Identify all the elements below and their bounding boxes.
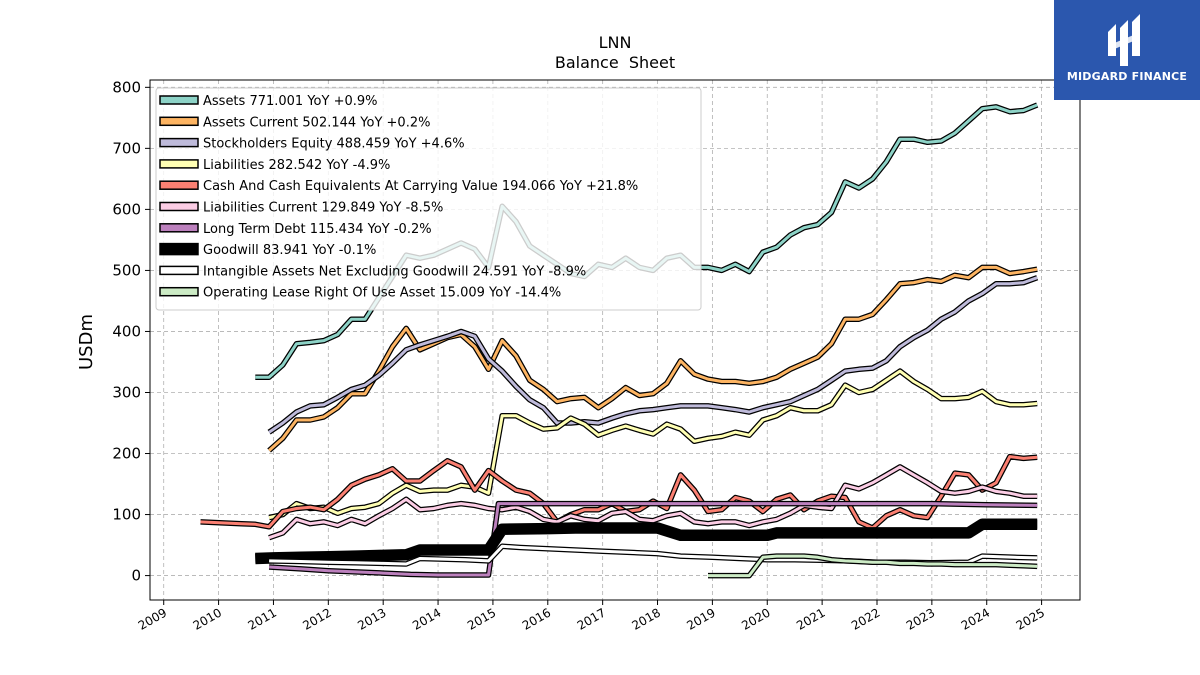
legend-swatch: [159, 180, 199, 190]
y-tick-label: 0: [131, 567, 141, 585]
legend-entry: Long Term Debt 115.434 YoY -0.2%: [203, 222, 432, 237]
legend-swatch: [159, 137, 199, 148]
legend-swatch: [159, 95, 199, 105]
x-tick-label: 2017: [575, 605, 608, 632]
y-tick-label: 700: [112, 139, 141, 157]
series-2: [267, 275, 1039, 435]
legend-entry: Cash And Cash Equivalents At Carrying Va…: [203, 179, 638, 194]
legend-entry: Assets 771.001 YoY +0.9%: [203, 94, 378, 109]
series-line: [268, 276, 1038, 434]
legend-swatch: [159, 242, 199, 256]
series-9: [708, 553, 1038, 579]
x-tick-label: 2012: [300, 605, 333, 632]
x-tick-label: 2011: [245, 605, 278, 632]
x-tick-label: 2024: [959, 605, 992, 632]
legend-swatch: [159, 223, 199, 233]
x-tick-label: 2025: [1014, 605, 1047, 632]
legend-entry: Intangible Assets Net Excluding Goodwill…: [203, 264, 586, 279]
series-5: [268, 464, 1038, 541]
series-1: [267, 264, 1038, 453]
series-6: [268, 500, 1038, 578]
y-axis-label: USDm: [76, 314, 97, 370]
brand-mark-icon: [1108, 14, 1140, 66]
legend-entry: Liabilities Current 129.849 YoY -8.5%: [203, 201, 443, 216]
series-3: [268, 368, 1038, 521]
chart-subtitle: Balance Sheet: [555, 53, 675, 72]
x-tick-label: 2013: [355, 605, 388, 632]
legend-swatch: [159, 201, 199, 212]
y-tick-label: 600: [112, 200, 141, 218]
x-tick-label: 2010: [191, 605, 224, 632]
y-tick-label: 200: [112, 445, 141, 463]
legend-swatch: [159, 286, 199, 297]
series-line: [268, 265, 1038, 452]
legend-swatch: [159, 159, 199, 169]
series-line: [708, 554, 1038, 578]
y-tick-label: 100: [112, 506, 141, 524]
chart-title: LNN: [599, 33, 632, 52]
brand-logo: MIDGARD FINANCE: [1054, 0, 1200, 100]
legend-entry: Operating Lease Right Of Use Asset 15.00…: [203, 286, 561, 301]
y-tick-label: 300: [112, 383, 141, 401]
series-4: [200, 453, 1038, 531]
legend-entry: Assets Current 502.144 YoY +0.2%: [203, 115, 430, 130]
x-tick-label: 2023: [904, 605, 937, 632]
plot-frame: [149, 79, 1081, 601]
x-tick-label: 2018: [630, 605, 663, 632]
x-tick-label: 2019: [684, 605, 717, 632]
legend: Assets 771.001 YoY +0.9% Assets Current 5…: [155, 87, 702, 311]
series-line: [200, 455, 1038, 530]
x-tick-label: 2016: [520, 605, 553, 632]
series-outline: [200, 453, 1038, 531]
series-line: [268, 369, 1038, 520]
y-tick-label: 500: [112, 261, 141, 279]
series-line: [255, 519, 1038, 563]
x-tick-label: 2020: [739, 605, 772, 632]
series-line: [268, 465, 1038, 540]
legend-swatch: [159, 265, 199, 276]
legend-entry: Stockholders Equity 488.459 YoY +4.6%: [203, 137, 465, 152]
brand-name: MIDGARD FINANCE: [1066, 70, 1188, 83]
x-tick-label: 2014: [410, 605, 443, 632]
x-tick-label: 2022: [849, 605, 882, 632]
legend-box: [155, 87, 702, 311]
x-tick-label: 2021: [794, 605, 827, 632]
legend-entry: Goodwill 83.941 YoY -0.1%: [203, 243, 376, 258]
x-tick-label: 2015: [465, 605, 498, 632]
y-tick-label: 400: [112, 322, 141, 340]
y-tick-label: 800: [112, 78, 141, 96]
x-tick-label: 2009: [136, 605, 169, 632]
series-line: [269, 502, 1038, 577]
series-7: [255, 518, 1038, 565]
legend-entry: Liabilities 282.542 YoY -4.9%: [203, 158, 390, 173]
legend-swatch: [159, 116, 199, 127]
